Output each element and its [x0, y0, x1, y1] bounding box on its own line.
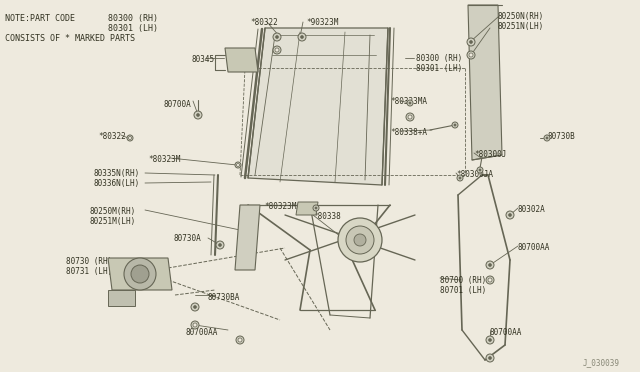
Text: *80338+A: *80338+A: [390, 128, 427, 137]
Circle shape: [407, 100, 413, 106]
Circle shape: [124, 258, 156, 290]
Text: 80700AA: 80700AA: [185, 328, 218, 337]
Polygon shape: [108, 290, 135, 306]
Polygon shape: [108, 258, 172, 290]
Circle shape: [193, 323, 197, 327]
Text: 80730A: 80730A: [173, 234, 201, 243]
Text: 80730 (RH): 80730 (RH): [66, 257, 112, 266]
Text: *80300JA: *80300JA: [456, 170, 493, 179]
Circle shape: [216, 241, 224, 249]
Text: 80731 (LH): 80731 (LH): [66, 267, 112, 276]
Text: 80700AA: 80700AA: [518, 243, 550, 252]
Text: 80335N(RH): 80335N(RH): [94, 169, 140, 178]
Polygon shape: [296, 202, 318, 215]
Circle shape: [488, 339, 492, 341]
Text: 80700AA: 80700AA: [490, 328, 522, 337]
Circle shape: [457, 175, 463, 181]
Text: 80251M(LH): 80251M(LH): [90, 217, 136, 226]
Circle shape: [488, 264, 492, 266]
Circle shape: [479, 169, 481, 171]
Circle shape: [454, 124, 456, 126]
Text: *80323MA: *80323MA: [390, 97, 427, 106]
Circle shape: [467, 38, 475, 46]
Circle shape: [486, 261, 494, 269]
Text: 80700 (RH): 80700 (RH): [440, 276, 486, 285]
Circle shape: [236, 336, 244, 344]
Circle shape: [469, 53, 473, 57]
Circle shape: [194, 111, 202, 119]
Text: 80701 (LH): 80701 (LH): [440, 286, 486, 295]
Circle shape: [354, 234, 366, 246]
Text: *80322: *80322: [250, 18, 278, 27]
Text: 80300 (RH): 80300 (RH): [108, 14, 158, 23]
Circle shape: [408, 115, 412, 119]
Circle shape: [346, 226, 374, 254]
Circle shape: [486, 354, 494, 362]
Circle shape: [127, 135, 133, 141]
Text: J_030039: J_030039: [583, 358, 620, 367]
Text: 80251N(LH): 80251N(LH): [498, 22, 544, 31]
Circle shape: [546, 137, 548, 139]
Text: *80322: *80322: [98, 132, 125, 141]
Text: 80250N(RH): 80250N(RH): [498, 12, 544, 21]
Text: 80336N(LH): 80336N(LH): [94, 179, 140, 188]
Circle shape: [301, 36, 303, 38]
Circle shape: [486, 276, 494, 284]
Circle shape: [191, 321, 199, 329]
Circle shape: [452, 122, 458, 128]
Text: NOTE:PART CODE: NOTE:PART CODE: [5, 14, 75, 23]
Text: 80730B: 80730B: [548, 132, 576, 141]
Circle shape: [298, 33, 306, 41]
Text: 80250M(RH): 80250M(RH): [90, 207, 136, 216]
Circle shape: [237, 164, 239, 167]
Circle shape: [315, 207, 317, 209]
Text: CONSISTS OF * MARKED PARTS: CONSISTS OF * MARKED PARTS: [5, 34, 135, 43]
Text: *80323M: *80323M: [148, 155, 180, 164]
Circle shape: [509, 214, 511, 217]
Circle shape: [470, 41, 472, 44]
Circle shape: [273, 33, 281, 41]
Text: 80301 (LH): 80301 (LH): [416, 64, 462, 73]
Circle shape: [191, 303, 199, 311]
Circle shape: [406, 113, 414, 121]
Text: 80345: 80345: [191, 55, 214, 64]
Text: 80302A: 80302A: [518, 205, 546, 214]
Circle shape: [196, 113, 200, 116]
Text: 80730BA: 80730BA: [207, 293, 239, 302]
Circle shape: [273, 46, 281, 54]
Circle shape: [131, 265, 149, 283]
Text: 80700A: 80700A: [164, 100, 192, 109]
Circle shape: [275, 48, 279, 52]
Circle shape: [276, 36, 278, 38]
Circle shape: [235, 162, 241, 168]
Circle shape: [488, 357, 492, 359]
Circle shape: [193, 306, 196, 308]
Circle shape: [129, 137, 131, 140]
Text: *90323M: *90323M: [306, 18, 339, 27]
Circle shape: [459, 177, 461, 179]
Text: 80300 (RH): 80300 (RH): [416, 54, 462, 63]
Text: 80301 (LH): 80301 (LH): [108, 24, 158, 33]
Text: *80338: *80338: [313, 212, 340, 221]
Circle shape: [488, 278, 492, 282]
Polygon shape: [468, 5, 502, 160]
Circle shape: [409, 102, 411, 104]
Circle shape: [486, 336, 494, 344]
Polygon shape: [225, 48, 258, 72]
Circle shape: [467, 51, 475, 59]
Polygon shape: [248, 28, 388, 185]
Circle shape: [313, 205, 319, 211]
Text: *80300J: *80300J: [474, 150, 506, 159]
Circle shape: [506, 211, 514, 219]
Polygon shape: [235, 205, 260, 270]
Text: *80323MA: *80323MA: [264, 202, 301, 211]
Circle shape: [477, 167, 483, 173]
Circle shape: [544, 135, 550, 141]
Circle shape: [238, 338, 242, 342]
Circle shape: [338, 218, 382, 262]
Circle shape: [219, 244, 221, 246]
